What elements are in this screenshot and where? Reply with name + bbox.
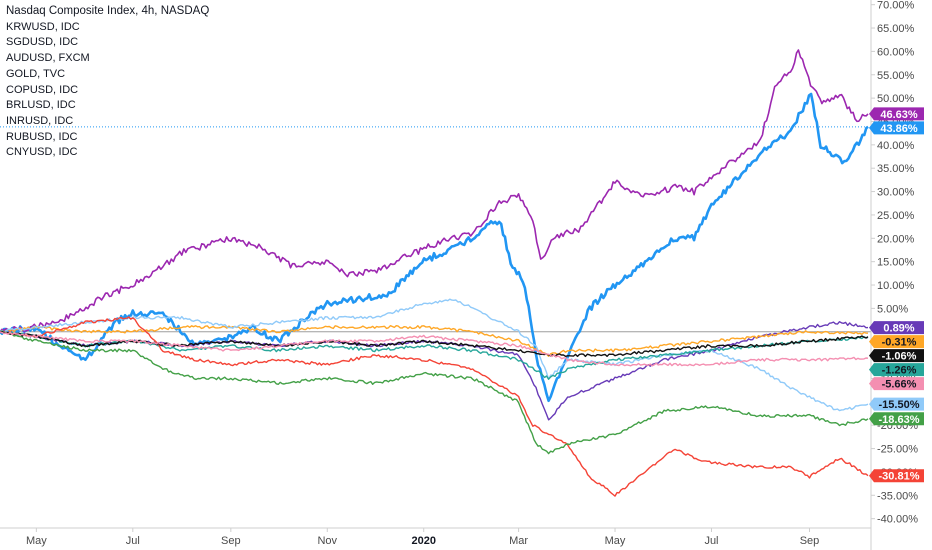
- last-value-badge: -15.50%: [869, 397, 924, 411]
- x-axis[interactable]: May Jul Sep Nov 2020 Mar May Jul Sep: [26, 528, 819, 547]
- legend-item[interactable]: RUBUSD, IDC: [6, 130, 78, 143]
- legend-item[interactable]: KRWUSD, IDC: [6, 20, 80, 33]
- x-tick-label: Sep: [221, 535, 241, 547]
- legend-item[interactable]: COPUSD, IDC: [6, 83, 79, 96]
- legend-title: Nasdaq Composite Index, 4h, NASDAQ: [6, 5, 210, 17]
- x-tick-label: Mar: [509, 535, 528, 547]
- series-line[interactable]: [0, 49, 869, 333]
- series-line[interactable]: [0, 330, 869, 380]
- y-tick-label: 15.00%: [877, 257, 915, 269]
- y-tick-label: -25.00%: [877, 444, 918, 456]
- series-line[interactable]: [0, 331, 869, 367]
- y-tick-label: 55.00%: [877, 70, 915, 82]
- last-value-badge: -1.26%: [869, 363, 924, 377]
- series-line[interactable]: [0, 316, 869, 497]
- last-value-label: -1.26%: [882, 365, 917, 377]
- x-tick-label: Sep: [800, 535, 820, 547]
- series-layer: [0, 49, 869, 497]
- last-value-label: -30.81%: [879, 471, 920, 483]
- legend-item[interactable]: AUDUSD, FXCM: [6, 52, 90, 65]
- series-line[interactable]: [0, 92, 869, 403]
- x-tick-label: 2020: [411, 535, 435, 547]
- last-value-badge: -0.31%: [869, 335, 924, 349]
- y-tick-label: 40.00%: [877, 140, 915, 152]
- y-tick-label: -40.00%: [877, 514, 918, 526]
- y-tick-label: 25.00%: [877, 210, 915, 222]
- legend-item[interactable]: CNYUSD, IDC: [6, 146, 78, 159]
- series-line[interactable]: [0, 330, 869, 455]
- x-tick-label: Nov: [317, 535, 337, 547]
- y-tick-label: 50.00%: [877, 93, 915, 105]
- y-tick-label: 5.00%: [877, 303, 908, 315]
- last-value-badges: 46.63% 43.86% 0.89% -0.31% -1.06% -1.26% -5.66…: [869, 107, 924, 483]
- last-value-label: 0.89%: [883, 323, 914, 335]
- y-tick-label: 10.00%: [877, 280, 915, 292]
- last-value-label: -15.50%: [879, 399, 920, 411]
- series-line[interactable]: [0, 331, 869, 358]
- x-tick-label: May: [26, 535, 47, 547]
- last-value-badge: -5.66%: [869, 377, 924, 391]
- legend-item[interactable]: GOLD, TVC: [6, 67, 66, 80]
- x-tick-label: Jul: [704, 535, 718, 547]
- last-value-label: 43.86%: [880, 123, 918, 135]
- last-value-badge: -30.81%: [869, 469, 924, 483]
- y-tick-label: -35.00%: [877, 490, 918, 502]
- y-tick-label: 70.00%: [877, 0, 915, 12]
- legend-item[interactable]: INRUSD, IDC: [6, 114, 74, 127]
- last-value-badge: 46.63%: [869, 107, 924, 121]
- last-value-label: -0.31%: [882, 337, 917, 349]
- legend-item[interactable]: SGDUSD, IDC: [6, 36, 79, 49]
- y-tick-label: 30.00%: [877, 187, 915, 199]
- y-tick-label: 60.00%: [877, 46, 915, 58]
- last-value-label: -1.06%: [882, 351, 917, 363]
- x-tick-label: May: [605, 535, 626, 547]
- last-value-label: 46.63%: [880, 109, 918, 121]
- last-value-badge: -18.63%: [869, 412, 924, 426]
- last-value-label: -5.66%: [882, 379, 917, 391]
- legend: Nasdaq Composite Index, 4h, NASDAQ KRWUS…: [6, 4, 209, 161]
- last-value-badge: 43.86%: [869, 121, 924, 135]
- legend-item[interactable]: BRLUSD, IDC: [6, 99, 76, 112]
- y-tick-label: 35.00%: [877, 163, 915, 175]
- y-axis[interactable]: 70.00%65.00%60.00%55.00%50.00%45.00%40.0…: [871, 0, 918, 526]
- y-tick-label: 65.00%: [877, 23, 915, 35]
- y-tick-label: 20.00%: [877, 233, 915, 245]
- x-tick-label: Jul: [126, 535, 140, 547]
- series-line[interactable]: [0, 298, 869, 412]
- last-value-badge: -1.06%: [869, 349, 924, 363]
- last-value-label: -18.63%: [879, 414, 920, 426]
- last-value-badge: 0.89%: [869, 321, 924, 335]
